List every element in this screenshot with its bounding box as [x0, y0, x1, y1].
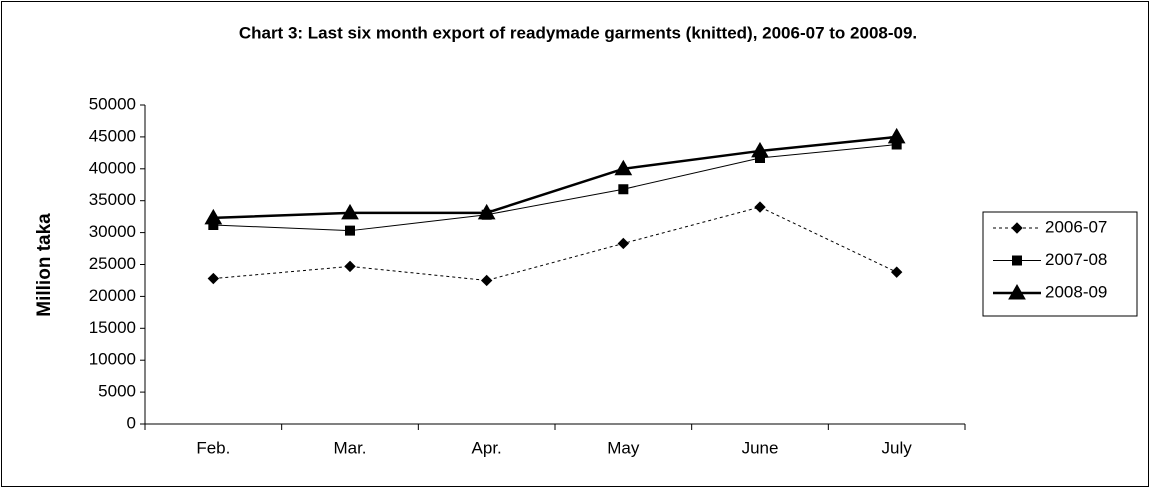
- legend-marker: [1011, 222, 1023, 234]
- data-point: [890, 266, 903, 278]
- legend-label: 2007-08: [1045, 250, 1107, 269]
- legend-label: 2008-09: [1045, 282, 1107, 301]
- y-tick-label: 20000: [89, 286, 136, 305]
- y-axis-label: Million taka: [34, 213, 55, 317]
- series-line: [213, 206, 897, 281]
- y-tick-label: 50000: [89, 94, 136, 113]
- data-point: [207, 272, 220, 285]
- legend-marker: [1012, 255, 1022, 266]
- y-tick-label: 15000: [89, 318, 136, 337]
- legend-label: 2006-07: [1045, 217, 1107, 236]
- legend-marker: [1008, 283, 1026, 300]
- data-point: [341, 203, 359, 220]
- x-tick-label: Feb.: [196, 438, 230, 457]
- x-tick-label: Mar.: [333, 438, 366, 457]
- y-tick-label: 0: [127, 413, 136, 432]
- data-point: [480, 274, 493, 287]
- data-point: [617, 237, 630, 250]
- y-tick-label: 45000: [89, 126, 136, 145]
- data-point: [345, 225, 355, 236]
- y-tick-label: 35000: [89, 190, 136, 209]
- data-point: [477, 203, 496, 220]
- data-point: [344, 260, 356, 273]
- y-tick-label: 25000: [89, 254, 136, 273]
- series-line: [213, 135, 897, 220]
- y-tick-label: 5000: [98, 382, 136, 401]
- x-tick-label: Apr.: [472, 438, 502, 457]
- chart-title: Chart 3: Last six month export of readym…: [239, 23, 917, 42]
- x-tick-label: July: [882, 438, 913, 457]
- data-point: [887, 127, 906, 144]
- data-point: [618, 184, 629, 195]
- series-line: [213, 144, 897, 232]
- y-tick-label: 10000: [89, 350, 136, 369]
- x-tick-label: May: [607, 438, 640, 457]
- y-tick-label: 30000: [89, 222, 136, 241]
- data-point: [751, 141, 769, 158]
- data-point: [754, 201, 766, 213]
- y-tick-label: 40000: [89, 158, 136, 177]
- data-point: [614, 159, 633, 176]
- x-tick-label: June: [742, 438, 779, 457]
- data-point: [204, 208, 223, 225]
